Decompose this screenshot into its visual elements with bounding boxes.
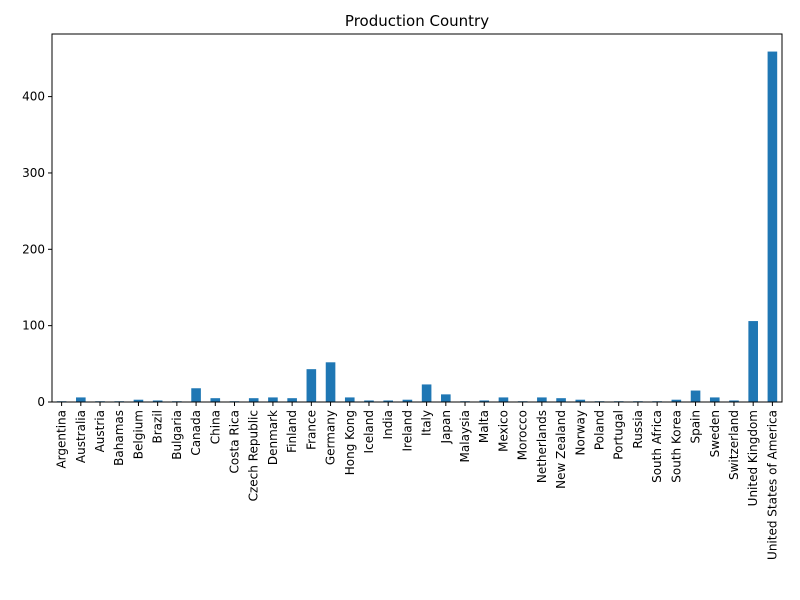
bar-finland: [287, 398, 297, 402]
bar-united-kingdom: [748, 321, 758, 402]
x-tick-label: Ireland: [400, 410, 414, 452]
bar-south-korea: [671, 399, 682, 402]
bar-new-zealand: [556, 398, 566, 402]
bar-czech-republic: [248, 398, 259, 402]
bar-malta: [479, 400, 490, 402]
x-tick-label: Australia: [74, 410, 88, 463]
x-tick-label: France: [304, 410, 318, 450]
x-tick-label: Costa Rica: [228, 410, 242, 473]
y-tick-label: 0: [37, 395, 45, 409]
bar-norway: [575, 399, 586, 402]
x-tick-label: Spain: [689, 410, 703, 444]
bar-spain: [690, 390, 701, 402]
bar-france: [306, 369, 317, 402]
x-tick-label: Portugal: [612, 410, 626, 460]
x-tick-label: Mexico: [496, 410, 510, 452]
chart-title: Production Country: [345, 12, 489, 30]
x-tick-label: Germany: [324, 410, 338, 465]
bar-ireland: [402, 399, 413, 402]
y-tick-label: 300: [22, 166, 45, 180]
bar-germany: [325, 362, 336, 402]
bar-netherlands: [537, 397, 547, 402]
x-tick-label: Bahamas: [112, 410, 126, 466]
x-tick-label: Brazil: [151, 410, 165, 444]
bar-italy: [421, 384, 432, 402]
bar-japan: [441, 394, 451, 402]
x-tick-label: Iceland: [362, 410, 376, 453]
bar-canada: [191, 388, 201, 402]
bar-switzerland: [729, 400, 739, 402]
x-tick-label: New Zealand: [554, 410, 568, 489]
x-tick-label: Switzerland: [727, 410, 741, 480]
plot-frame: [51, 33, 783, 403]
x-tick-label: Bulgaria: [170, 410, 184, 460]
bars-group: [56, 51, 778, 402]
x-tick-label: Japan: [439, 410, 453, 444]
x-tick-label: Denmark: [266, 410, 280, 465]
y-tick-label: 400: [22, 90, 45, 104]
x-tick-label: Belgium: [131, 410, 145, 459]
bar-iceland: [364, 400, 374, 402]
x-tick-label: Poland: [593, 410, 607, 450]
bar-sweden: [709, 397, 720, 402]
bar-united-states-of-america: [767, 51, 778, 402]
x-tick-label: Argentina: [55, 410, 69, 469]
x-tick-label: Malaysia: [458, 410, 472, 462]
y-axis: 0 100 200 300 400: [22, 90, 52, 409]
bar-india: [383, 400, 393, 402]
x-tick-label: Hong Kong: [343, 410, 357, 475]
x-tick-label: Austria: [93, 410, 107, 452]
bar-china: [210, 398, 221, 402]
x-tick-label: United Kingdom: [746, 410, 760, 506]
x-axis: Argentina Australia Austria Bahamas Belgium B…: [55, 402, 779, 560]
bar-hong-kong: [344, 397, 355, 402]
bar-belgium: [133, 399, 144, 402]
x-tick-label: Italy: [420, 410, 434, 436]
x-tick-label: Sweden: [708, 410, 722, 457]
x-tick-label: Czech Republic: [247, 410, 261, 501]
x-tick-label: Norway: [573, 410, 587, 456]
x-tick-label: Netherlands: [535, 410, 549, 483]
x-tick-label: China: [208, 410, 222, 444]
x-tick-label: United States of America: [765, 410, 779, 560]
x-tick-label: Morocco: [516, 410, 530, 460]
x-tick-label: South Africa: [650, 410, 664, 483]
bar-australia: [76, 397, 86, 402]
bar-brazil: [152, 400, 163, 402]
x-tick-label: India: [381, 410, 395, 439]
x-tick-label: Malta: [477, 410, 491, 443]
y-tick-label: 200: [22, 242, 45, 256]
x-tick-label: Finland: [285, 410, 299, 453]
bar-mexico: [498, 397, 509, 402]
x-tick-label: Canada: [189, 410, 203, 456]
y-tick-label: 100: [22, 319, 45, 333]
x-tick-label: South Korea: [669, 410, 683, 483]
x-tick-label: Russia: [631, 410, 645, 449]
bar-denmark: [268, 397, 278, 402]
